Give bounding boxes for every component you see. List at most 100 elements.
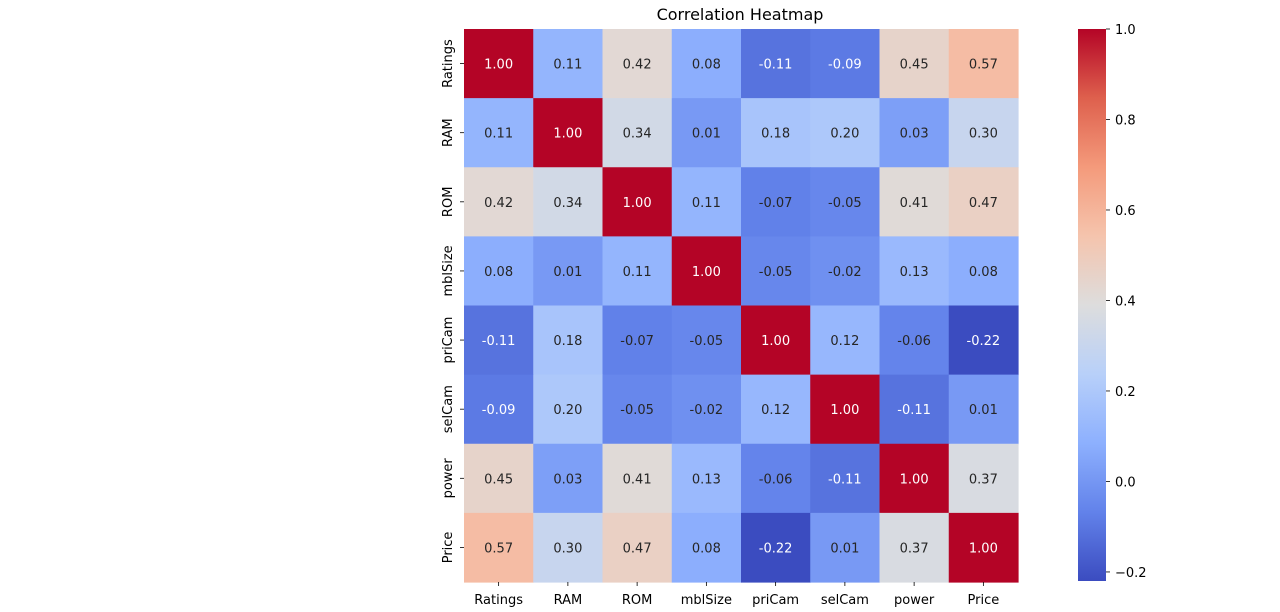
heatmap-cell-power-priCam	[741, 443, 811, 514]
heatmap-cell-Ratings-ROM	[602, 29, 673, 99]
cell-annotation: -0.02	[828, 265, 862, 280]
cell-annotation: 1.00	[830, 403, 859, 418]
heatmap-cell-power-Price	[948, 443, 1019, 514]
heatmap-cell-priCam-ROM	[602, 305, 673, 376]
x-tick-label: mblSize	[681, 593, 732, 608]
colorbar-ticks: −0.2 0.0 0.2 0.4 0.6 0.8 1.0	[1106, 23, 1147, 581]
x-tick-label: selCam	[821, 593, 869, 608]
cell-annotation: 0.13	[900, 265, 929, 280]
colorbar: −0.2 0.0 0.2 0.4 0.6 0.8 1.0	[1078, 23, 1147, 581]
heatmap-cell-selCam-ROM	[602, 374, 673, 445]
heatmap-cell-Price-priCam	[741, 512, 811, 583]
colorbar-tick-label: 0.0	[1115, 475, 1136, 490]
cell-annotation: 0.34	[623, 127, 652, 142]
cell-annotation: -0.07	[759, 196, 793, 211]
cell-annotation: -0.05	[690, 334, 724, 349]
heatmap-cell-selCam-RAM	[533, 374, 604, 445]
heatmap-cell-mblSize-priCam	[741, 236, 811, 307]
y-tick-label: ROM	[441, 187, 456, 217]
cell-annotation: 1.00	[484, 58, 513, 73]
cell-annotation: 0.03	[553, 472, 582, 487]
heatmap-cell-selCam-priCam	[741, 374, 811, 445]
cell-annotation: 0.57	[969, 58, 998, 73]
cell-annotation: 0.08	[692, 541, 721, 556]
heatmap-cell-RAM-RAM	[533, 98, 604, 168]
heatmap-cell-ROM-priCam	[741, 167, 811, 237]
heatmap-cell-power-selCam	[810, 443, 881, 514]
heatmap-cell-Ratings-priCam	[741, 29, 811, 99]
cell-annotation: -0.11	[759, 58, 793, 73]
heatmap-cell-selCam-Price	[948, 374, 1019, 445]
heatmap-cell-power-Ratings	[464, 443, 534, 514]
x-tick-label: power	[894, 593, 935, 608]
cell-annotation: 1.00	[969, 541, 998, 556]
heatmap-cell-Price-power	[879, 512, 950, 583]
cell-annotation: 0.41	[623, 472, 652, 487]
cell-annotation: 0.08	[692, 58, 721, 73]
cell-annotation: -0.09	[482, 403, 516, 418]
cell-annotation: -0.05	[620, 403, 654, 418]
x-tick-label: Price	[968, 593, 1000, 608]
y-tick-label: priCam	[441, 317, 456, 364]
heatmap-cell-selCam-power	[879, 374, 950, 445]
colorbar-gradient	[1078, 29, 1106, 581]
heatmap-cell-Price-Ratings	[464, 512, 534, 583]
chart-title: Correlation Heatmap	[657, 5, 824, 24]
heatmap-cell-Price-selCam	[810, 512, 881, 583]
cell-annotation: 0.42	[623, 58, 652, 73]
cell-annotation: -0.22	[967, 334, 1001, 349]
cell-annotation: 0.47	[623, 541, 652, 556]
cell-annotation: 0.01	[553, 265, 582, 280]
colorbar-tick-label: −0.2	[1115, 566, 1147, 581]
y-axis-tick-labels: Ratings RAM ROM mblSize priCam selCam power Pri…	[441, 39, 464, 563]
cell-annotation: 0.30	[969, 127, 998, 142]
cell-annotation: 0.20	[553, 403, 582, 418]
heatmap-cell-Ratings-Ratings	[464, 29, 534, 99]
heatmap-cell-mblSize-selCam	[810, 236, 881, 307]
cell-annotation: -0.11	[897, 403, 931, 418]
cell-annotation: 0.30	[553, 541, 582, 556]
heatmap-cell-Price-mblSize	[671, 512, 742, 583]
heatmap-cell-Price-Price	[948, 512, 1019, 583]
cell-annotation: 0.34	[553, 196, 582, 211]
cell-annotation: 1.00	[761, 334, 790, 349]
cell-annotation: 0.41	[900, 196, 929, 211]
heatmap-cell-Ratings-RAM	[533, 29, 604, 99]
cell-annotation: 0.42	[484, 196, 513, 211]
cell-annotation: -0.06	[759, 472, 793, 487]
heatmap-cell-priCam-priCam	[741, 305, 811, 376]
cell-annotation: -0.05	[828, 196, 862, 211]
cell-annotation: 0.45	[484, 472, 513, 487]
heatmap-cell-ROM-mblSize	[671, 167, 742, 237]
cell-annotation: 0.08	[484, 265, 513, 280]
cell-annotation: 1.00	[692, 265, 721, 280]
cell-annotation: -0.11	[482, 334, 516, 349]
heatmap-cell-priCam-selCam	[810, 305, 881, 376]
heatmap-cell-power-ROM	[602, 443, 673, 514]
x-tick-label: priCam	[752, 593, 799, 608]
heatmap-cell-RAM-Ratings	[464, 98, 534, 168]
heatmap-cell-ROM-Price	[948, 167, 1019, 237]
heatmap-cell-RAM-selCam	[810, 98, 881, 168]
colorbar-tick-label: 0.2	[1115, 385, 1136, 400]
cell-annotation: -0.02	[690, 403, 724, 418]
x-axis-tick-labels: Ratings RAM ROM mblSize priCam selCam power Pri…	[474, 582, 999, 608]
heatmap-cell-selCam-Ratings	[464, 374, 534, 445]
cell-annotation: -0.06	[897, 334, 931, 349]
heatmap-cell-power-power	[879, 443, 950, 514]
cell-annotation: -0.11	[828, 472, 862, 487]
heatmap-cell-RAM-priCam	[741, 98, 811, 168]
colorbar-tick-label: 0.6	[1115, 204, 1136, 219]
heatmap-cell-Ratings-selCam	[810, 29, 881, 99]
cell-annotation: 0.18	[553, 334, 582, 349]
heatmap-cell-priCam-RAM	[533, 305, 604, 376]
x-tick-label: ROM	[622, 593, 652, 608]
cell-annotation: 0.11	[553, 58, 582, 73]
heatmap-cell-priCam-mblSize	[671, 305, 742, 376]
cell-annotation: 1.00	[900, 472, 929, 487]
heatmap-cell-Price-ROM	[602, 512, 673, 583]
cell-annotation: 0.11	[484, 127, 513, 142]
heatmap-cell-mblSize-ROM	[602, 236, 673, 307]
heatmap-cell-Ratings-Price	[948, 29, 1019, 99]
cell-annotation: 0.12	[830, 334, 859, 349]
